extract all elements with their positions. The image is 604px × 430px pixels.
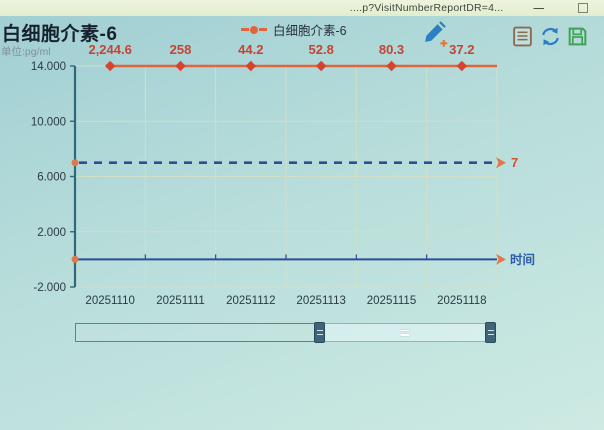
x-tick-label: 20251112 <box>226 295 275 307</box>
scrollbar-right-handle[interactable] <box>485 322 496 343</box>
data-point-marker <box>456 60 468 72</box>
data-point-marker <box>315 60 327 72</box>
data-point-label: 258 <box>170 42 192 57</box>
data-point-label: 52.8 <box>309 42 334 57</box>
legend[interactable]: 白细胞介素-6 <box>241 20 347 39</box>
data-point-marker <box>104 60 116 72</box>
edit-icon[interactable] <box>420 20 450 48</box>
x-tick-label: 20251115 <box>367 295 416 307</box>
refresh-icon[interactable] <box>538 24 563 49</box>
scrollbar-thumb[interactable] <box>314 322 496 343</box>
unit-label: 单位:pg/ml <box>1 46 51 58</box>
legend-series-marker <box>241 25 267 34</box>
scrollbar-left-handle[interactable] <box>314 322 325 343</box>
maximize-button[interactable] <box>578 3 588 13</box>
y-tick-label: 6.000 <box>37 172 66 184</box>
legend-series-label: 白细胞介素-6 <box>273 24 347 38</box>
save-icon[interactable] <box>566 25 589 48</box>
window-title-bar: ....p?VisitNumberReportDR=4... — <box>0 0 604 16</box>
reference-line-arrow-icon <box>496 157 506 169</box>
data-point-marker <box>175 60 186 72</box>
data-point-label: 37.2 <box>449 42 474 57</box>
reference-line-label: 7 <box>511 155 518 170</box>
scrollbar-grip-icon <box>400 329 410 336</box>
data-point-label: 80.3 <box>379 42 404 57</box>
x-axis-start-dot <box>71 255 79 263</box>
report-icon[interactable] <box>511 25 534 48</box>
minimize-button[interactable]: — <box>533 2 545 14</box>
x-axis-name: 时间 <box>510 252 535 267</box>
window-url-text: ....p?VisitNumberReportDR=4... <box>349 2 504 14</box>
x-axis-arrow-icon <box>496 253 506 265</box>
data-point-marker <box>386 60 397 72</box>
y-tick-label: 2.000 <box>37 227 66 239</box>
scrollbar-track[interactable] <box>75 322 496 343</box>
y-tick-label: 14.000 <box>31 61 66 73</box>
y-tick-label: 10.000 <box>31 116 66 128</box>
data-point-marker <box>245 60 257 72</box>
x-tick-label: 20251113 <box>296 295 345 307</box>
y-tick-label: -2.000 <box>33 282 66 294</box>
data-point-label: 44.2 <box>238 42 263 57</box>
page-title: 白细胞介素-6 <box>2 24 118 45</box>
x-tick-label: 20251118 <box>437 295 486 307</box>
reference-line-start-dot <box>71 159 79 167</box>
x-tick-label: 20251110 <box>85 295 134 307</box>
x-tick-label: 20251111 <box>156 295 205 307</box>
